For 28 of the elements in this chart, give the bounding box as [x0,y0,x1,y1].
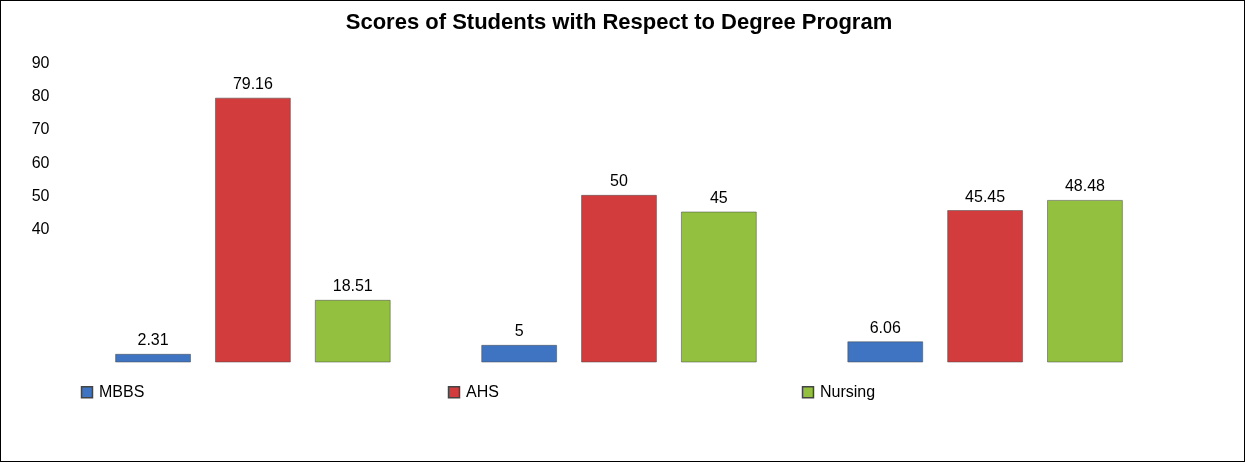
y-tick-label: 40 [31,220,50,238]
legend-label: AHS [466,383,499,401]
bar [1047,200,1123,363]
y-tick-label: 80 [31,86,50,104]
data-label: 6.06 [869,318,901,336]
data-label: 50 [610,172,628,190]
legend-label: Nursing [820,383,876,401]
bar [681,211,757,363]
bar [847,341,923,363]
data-label: 45 [709,189,728,206]
bar [481,345,557,363]
bar [315,300,391,363]
chart-title: Scores of Students with Respect to Degree Program [345,9,893,34]
data-label: 48.48 [1064,177,1106,195]
legend-label: MBBS [99,383,145,401]
data-label: 18.51 [332,277,373,295]
data-label: 45.45 [965,187,1006,205]
y-tick-label: 50 [31,186,50,204]
data-label: 79.16 [232,75,274,93]
bar [947,210,1023,363]
data-label: 5 [514,322,524,340]
bar [115,354,191,363]
bar [581,195,657,363]
bar [215,97,291,363]
y-tick-label: 60 [31,153,50,171]
data-label: 2.31 [137,331,169,349]
y-tick-label: 70 [31,120,50,138]
y-tick-label: 90 [31,53,50,71]
